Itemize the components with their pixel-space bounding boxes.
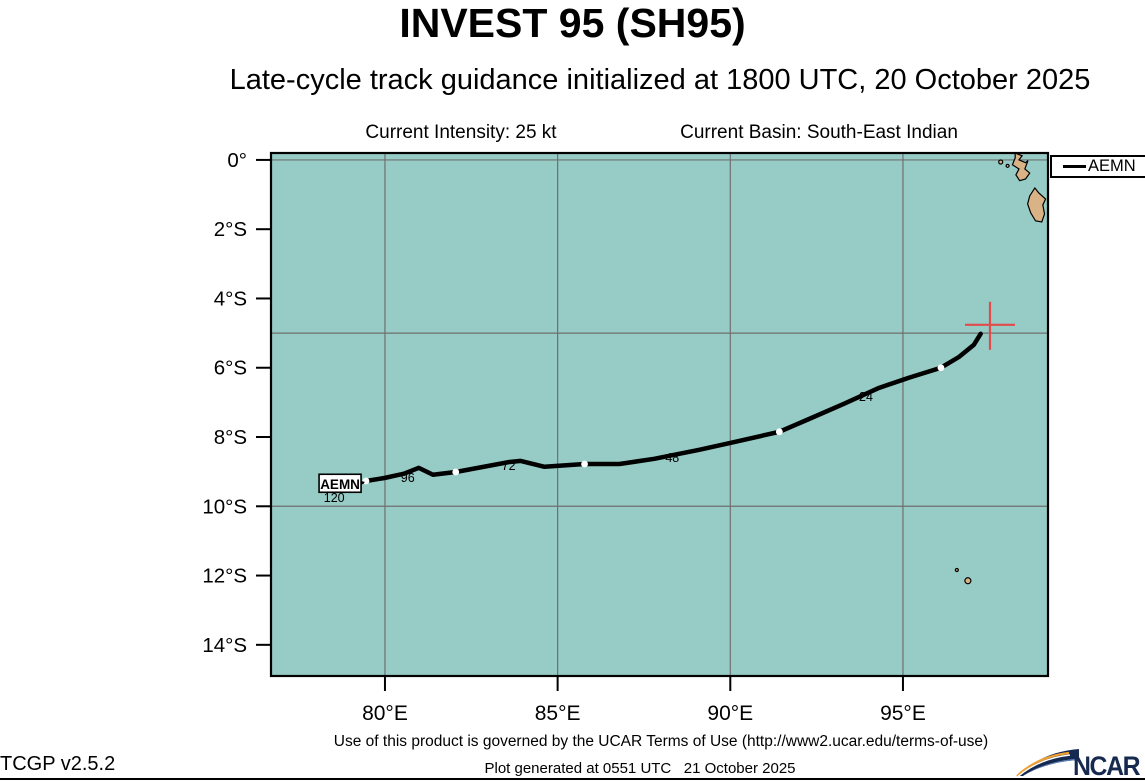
x-tick-label: 80°E xyxy=(362,702,408,725)
x-tick-label: 90°E xyxy=(707,702,753,725)
ocean-area xyxy=(271,153,1048,676)
terms-of-use-text: Use of this product is governed by the U… xyxy=(334,733,988,751)
y-tick-label: 6°S xyxy=(214,357,247,380)
start-label-text: AEMN xyxy=(320,477,360,492)
x-tick-label: 85°E xyxy=(535,702,581,725)
generated-timestamp-text: Plot generated at 0551 UTC 21 October 20… xyxy=(484,760,795,777)
track-time-dot xyxy=(452,469,459,476)
islet xyxy=(999,160,1003,164)
y-tick-label: 10°S xyxy=(202,495,247,518)
y-tick-label: 4°S xyxy=(214,287,247,310)
ncar-logo: NCAR xyxy=(1015,747,1145,779)
legend-label-aemn: AEMN xyxy=(1088,157,1136,176)
tau-label-120: 120 xyxy=(324,491,345,505)
y-tick-label: 14°S xyxy=(202,634,247,657)
ncar-logo-text: NCAR xyxy=(1073,753,1139,779)
track-time-dot xyxy=(938,364,945,371)
y-tick-label: 2°S xyxy=(214,218,247,241)
aemn-line-swatch-icon xyxy=(1063,165,1086,168)
y-tick-label: 12°S xyxy=(202,565,247,588)
tau-label-48: 48 xyxy=(665,451,679,465)
ncar-swoosh-icon xyxy=(1015,747,1081,779)
track-time-dot xyxy=(581,461,588,468)
legend-box: AEMN xyxy=(1050,155,1145,178)
x-tick-label: 95°E xyxy=(880,702,926,725)
app-version-text: TCGP v2.5.2 xyxy=(0,753,115,776)
track-time-dot xyxy=(776,428,783,435)
islet xyxy=(965,578,971,584)
y-tick-label: 8°S xyxy=(214,426,247,449)
y-tick-label: 0° xyxy=(227,149,247,172)
islet xyxy=(1006,164,1009,167)
islet xyxy=(955,569,958,572)
tau-label-24: 24 xyxy=(859,390,873,404)
tau-label-72: 72 xyxy=(502,459,516,473)
tau-label-96: 96 xyxy=(401,471,415,485)
